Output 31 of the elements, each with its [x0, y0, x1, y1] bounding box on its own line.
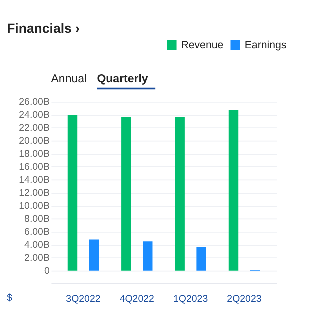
bar: [228, 110, 239, 271]
bar: [175, 116, 185, 271]
y-tick-label: 12.00B: [19, 188, 50, 200]
chart-title: Financials ›: [7, 21, 80, 36]
text: Annual: [51, 74, 88, 86]
y-tick-label: 18.00B: [19, 149, 50, 160]
bar: [89, 240, 100, 271]
bar: [143, 242, 153, 271]
bar: [122, 116, 132, 271]
text: Quarterly: [97, 74, 149, 86]
x-tick-label: 1Q2023: [174, 294, 208, 306]
y-tick-label: 10.00B: [19, 201, 50, 212]
y-tick-label: 24.00B: [19, 110, 50, 122]
y-tick-label: 6.00B: [24, 227, 50, 238]
legend-label: Earnings: [244, 40, 287, 52]
x-tick-label: 3Q2022: [66, 294, 101, 306]
y-tick-label: 14.00B: [19, 175, 50, 186]
bar: [196, 248, 206, 271]
y-tick-label: 20.00B: [19, 136, 50, 148]
text: $: [7, 292, 14, 304]
x-tick-label: 4Q2022: [120, 294, 154, 306]
x-tick-label: 2Q2023: [227, 294, 262, 306]
y-tick-label: 22.00B: [19, 123, 50, 134]
y-tick-label: 26.00B: [19, 97, 50, 108]
y-tick-label: 2.00B: [24, 252, 50, 264]
legend-label: Revenue: [181, 40, 224, 52]
y-tick-label: 4.00B: [24, 240, 50, 251]
y-tick-label: 16.00B: [19, 162, 50, 174]
bar: [68, 114, 78, 271]
y-tick-label: 0: [44, 266, 51, 277]
y-tick-label: 8.00B: [24, 214, 50, 226]
